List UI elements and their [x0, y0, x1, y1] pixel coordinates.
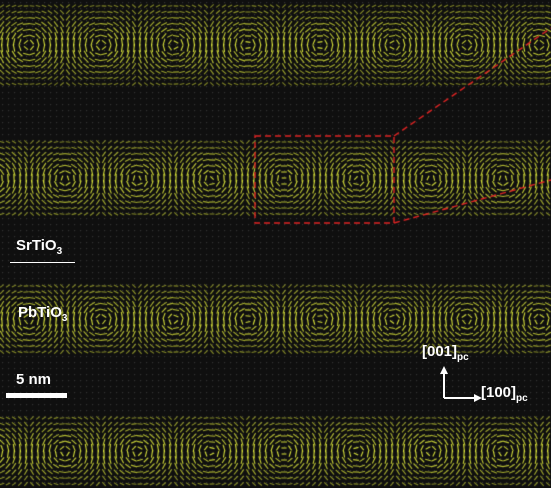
- axis-001-label: [001]pc: [422, 343, 469, 363]
- scale-bar-label: 5 nm: [16, 371, 52, 388]
- srtio3-label-main: SrTiO: [16, 237, 57, 254]
- pbtio3-label-main: PbTiO: [18, 304, 62, 321]
- axis-001-main: [001]: [422, 343, 458, 360]
- axis-100-main: [100]: [481, 384, 517, 401]
- crystal-axes-arrows-icon: [440, 366, 482, 402]
- axis-001-subscript: pc: [457, 352, 469, 363]
- pbtio3-layer-label: PbTiO3: [18, 304, 67, 324]
- axis-100-subscript: pc: [516, 393, 528, 404]
- srtio3-layer-label: SrTiO3: [16, 237, 62, 257]
- pbtio3-label-subscript: 3: [61, 313, 68, 324]
- interface-divider-line: [10, 262, 75, 263]
- srtio3-label-subscript: 3: [56, 246, 63, 257]
- axis-100-label: [100]pc: [481, 384, 528, 404]
- scale-bar: [6, 393, 67, 398]
